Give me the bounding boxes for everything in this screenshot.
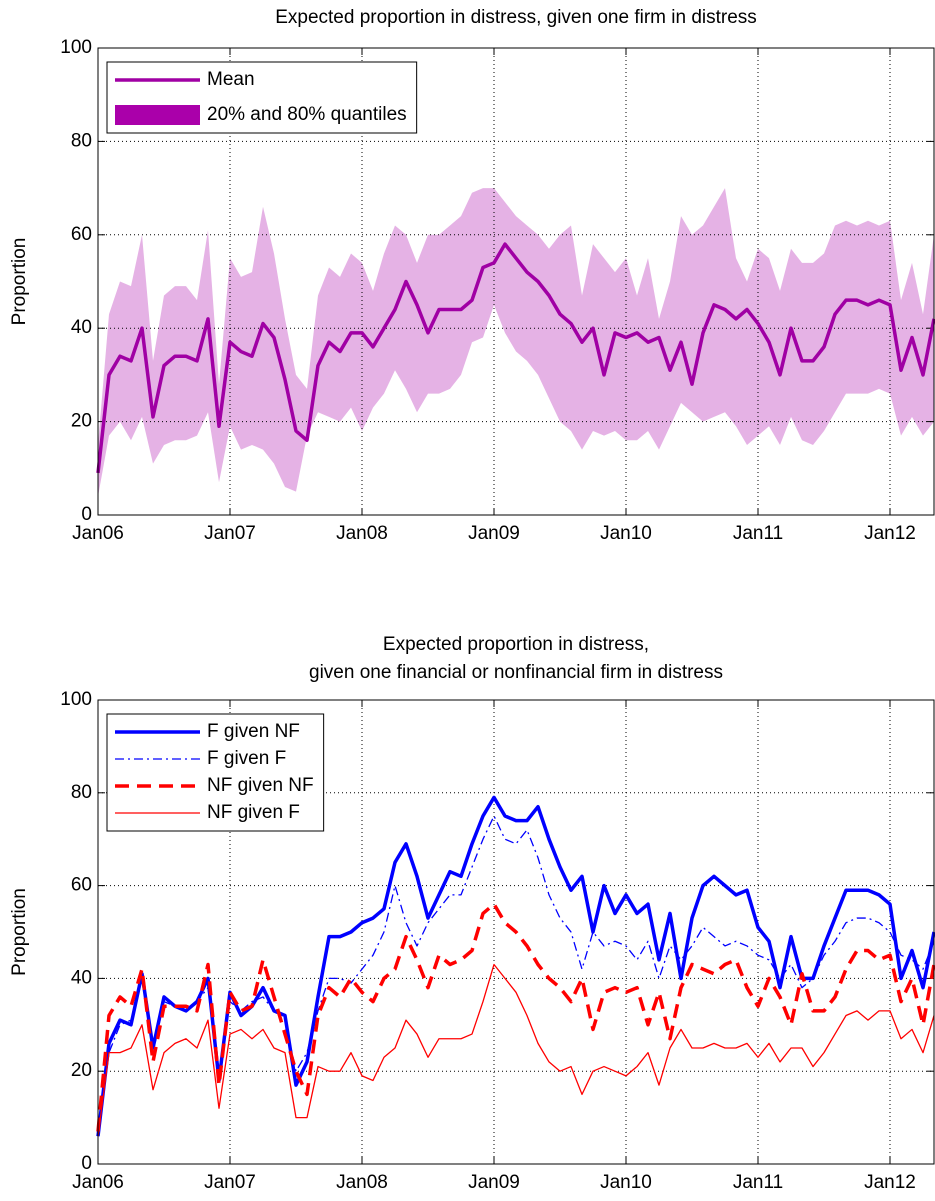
axes-box bbox=[97, 47, 935, 516]
y-tick-label: 0 bbox=[81, 1153, 92, 1174]
legend-label: 20% and 80% quantiles bbox=[207, 104, 407, 125]
legend: F given NF F given F NF given NF NF given F bbox=[106, 713, 325, 832]
series-line bbox=[97, 815, 935, 1127]
series-line bbox=[96, 795, 935, 1137]
y-tick-label: 20 bbox=[71, 1060, 92, 1081]
x-tick-label: Jan07 bbox=[204, 1172, 256, 1193]
x-tick-label: Jan09 bbox=[468, 523, 520, 544]
y-tick-label: 40 bbox=[71, 317, 92, 338]
y-axis-label: Proportion bbox=[9, 238, 30, 326]
chart-title: Expected proportion in distress, bbox=[383, 634, 649, 655]
y-tick-label: 20 bbox=[71, 411, 92, 432]
y-axis-label: Proportion bbox=[9, 888, 30, 976]
chart-title: Expected proportion in distress, given o… bbox=[275, 7, 757, 28]
x-tick-label: Jan07 bbox=[204, 523, 256, 544]
legend-label: Mean bbox=[207, 69, 255, 90]
x-tick-label: Jan11 bbox=[733, 523, 783, 544]
y-tick-label: 100 bbox=[60, 37, 92, 58]
y-tick-label: 0 bbox=[81, 504, 92, 525]
legend-swatch bbox=[115, 105, 200, 125]
x-tick-label: Jan10 bbox=[600, 1172, 652, 1193]
legend-label: F given NF bbox=[207, 721, 300, 742]
x-tick-label: Jan06 bbox=[72, 1172, 124, 1193]
series-line bbox=[97, 963, 935, 1137]
x-tick-label: Jan08 bbox=[336, 523, 388, 544]
x-tick-label: Jan09 bbox=[468, 1172, 520, 1193]
legend-label: F given F bbox=[207, 748, 286, 769]
legend-label: NF given F bbox=[207, 802, 300, 823]
legend: Mean 20% and 80% quantiles bbox=[106, 61, 418, 134]
x-tick-label: Jan12 bbox=[864, 523, 916, 544]
y-tick-label: 80 bbox=[71, 130, 92, 151]
x-tick-label: Jan06 bbox=[72, 523, 124, 544]
y-tick-label: 60 bbox=[71, 224, 92, 245]
y-tick-label: 40 bbox=[71, 967, 92, 988]
axes-box bbox=[97, 699, 935, 1165]
series-line bbox=[96, 242, 935, 474]
chart-title: given one financial or nonfinancial firm… bbox=[309, 662, 723, 683]
chart: Expected proportion in distress, given o… bbox=[9, 7, 935, 544]
x-tick-label: Jan08 bbox=[336, 1172, 388, 1193]
chart: Expected proportion in distress, given on… bbox=[9, 634, 935, 1193]
quantile-band bbox=[98, 188, 934, 497]
series-line bbox=[96, 902, 935, 1132]
y-tick-label: 60 bbox=[71, 875, 92, 896]
x-tick-label: Jan12 bbox=[864, 1172, 916, 1193]
legend-label: NF given NF bbox=[207, 775, 314, 796]
x-tick-label: Jan11 bbox=[733, 1172, 783, 1193]
y-tick-label: 80 bbox=[71, 782, 92, 803]
y-tick-label: 100 bbox=[60, 689, 92, 710]
x-tick-label: Jan10 bbox=[600, 523, 652, 544]
